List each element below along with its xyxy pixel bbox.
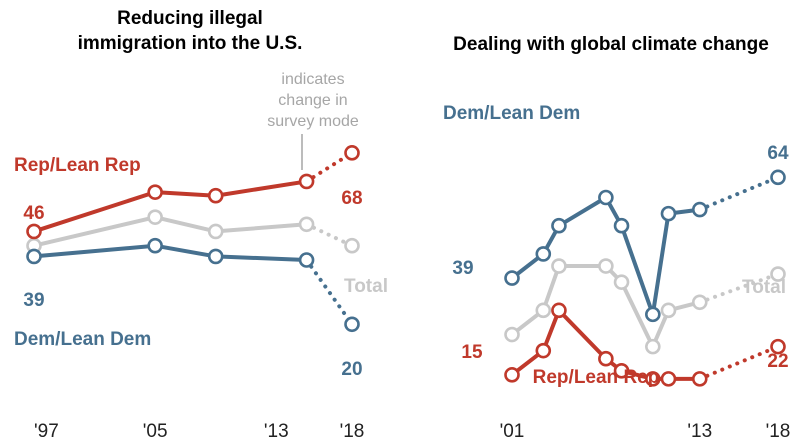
chart1-title-line2: immigration into the U.S. [78, 33, 303, 54]
chart2-rep-point [660, 371, 677, 387]
chart2-total-point [660, 302, 677, 319]
mode-change-note-line2: change in [278, 92, 347, 109]
chart2-rep-series-label: Rep/Lean Rep [533, 367, 660, 388]
chart1-dem-point [147, 237, 163, 254]
chart1-rep-point [26, 223, 42, 240]
chart2-title: Dealing with global climate change [453, 34, 769, 55]
chart2-dem-series-label: Dem/Lean Dem [443, 103, 580, 124]
chart1-rep-point [298, 173, 315, 190]
chart2-rep-point [535, 342, 552, 359]
chart1-dem-end-value: 20 [341, 359, 362, 380]
chart2-rep-point [613, 363, 630, 379]
chart1-rep-end-value: 68 [341, 188, 362, 209]
chart1-dem-series-label: Dem/Lean Dem [14, 329, 151, 350]
chart2-rep-point [504, 367, 520, 383]
chart1-total-point [207, 223, 224, 240]
chart2-dem-point [504, 270, 520, 286]
chart1-plot: '97 '05 '13 '18 Total Dem/Lean Dem 39 20 Rep/Lea… [14, 145, 388, 442]
chart2-dem-point [660, 205, 677, 222]
chart1-total-line-dotted [304, 222, 354, 248]
chart2-total-line-dotted [697, 272, 780, 305]
chart2-total-point [535, 302, 552, 319]
chart2-rep-point [551, 302, 567, 319]
chart2-rep-point [645, 371, 661, 387]
chart1-rep-point [147, 184, 163, 200]
chart2-dem-line-dotted [697, 175, 780, 212]
chart2-total-point [613, 274, 630, 290]
chart2-total-point [691, 294, 708, 311]
chart1-dem-start-value: 39 [23, 290, 44, 311]
chart2-dem-point [770, 169, 786, 186]
chart1-dem-point [344, 316, 360, 333]
chart2-total-series-label: Total [742, 277, 786, 298]
chart1-total-point [298, 216, 315, 233]
chart1-title-line1: Reducing illegal [117, 8, 263, 29]
chart2-rep-start-value: 15 [461, 342, 483, 363]
chart1-rep-point [207, 187, 224, 204]
chart2-total-point [504, 326, 520, 343]
chart1-x-tick-label: '97 [34, 421, 59, 442]
chart2-plot: '01 '13 '18 Total Dem/Lean Dem 39 64 Rep/Lean R… [443, 103, 790, 442]
chart1-total-point [344, 237, 360, 254]
chart1-x-tick-label: '13 [264, 421, 289, 442]
chart2-rep-point [770, 338, 786, 355]
chart1-dem-point [207, 248, 224, 265]
chart1-x-tick-label: '05 [143, 421, 168, 442]
chart2-x-tick-label: '01 [500, 421, 525, 442]
chart2-dem-end-value: 64 [767, 143, 789, 164]
chart1-dem-point [298, 252, 315, 268]
chart1-rep-series-label: Rep/Lean Rep [14, 155, 141, 176]
chart2-rep-point [691, 371, 708, 387]
chart2-dem-point [598, 189, 614, 206]
chart2-total-point [598, 258, 614, 274]
chart1-x-tick-label: '18 [340, 421, 365, 442]
chart2-dem-start-value: 39 [452, 258, 473, 279]
mode-change-note-line1: indicates [281, 71, 344, 88]
chart2-rep-point [598, 350, 614, 367]
chart1-rep-line [32, 179, 309, 234]
chart2-dem-point [551, 217, 567, 234]
chart2-dem-point [613, 217, 630, 234]
chart2-total-point [551, 258, 567, 274]
mode-change-note-line3: survey mode [267, 113, 359, 130]
chart1-total-series-label: Total [344, 276, 388, 297]
chart1-rep-start-value: 46 [23, 203, 44, 224]
chart1-dem-point [26, 248, 42, 265]
chart1-total-line [32, 215, 309, 248]
chart2-dem-point [645, 306, 661, 323]
chart1-total-point [147, 209, 163, 225]
chart2-rep-line-dotted [697, 344, 780, 381]
chart2-dem-point [691, 201, 708, 218]
chart1-rep-point [344, 145, 360, 161]
chart1-dem-line-dotted [304, 258, 354, 327]
chart2-x-tick-label: '13 [687, 421, 712, 442]
chart2-total-point [645, 338, 661, 355]
chart1-rep-line-dotted [304, 150, 354, 184]
chart2-rep-end-value: 22 [767, 351, 788, 372]
chart2-total-point [770, 266, 786, 282]
chart2-x-tick-label: '18 [766, 421, 791, 442]
chart1-dem-line [32, 243, 309, 262]
chart2-dem-point [535, 246, 552, 262]
